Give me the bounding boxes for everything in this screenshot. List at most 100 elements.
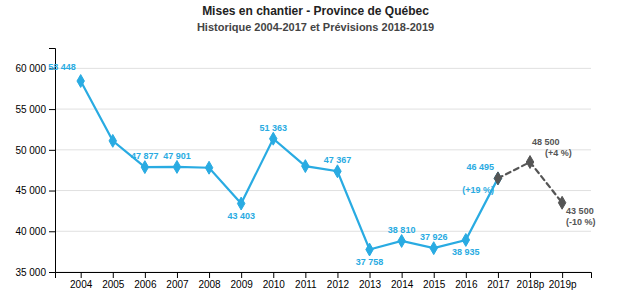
- x-tick: 2015: [423, 272, 446, 290]
- x-tick-label: 2005: [102, 279, 125, 290]
- point: [398, 235, 405, 248]
- annotation: 37 758: [356, 257, 384, 267]
- x-tick-mark: [498, 272, 499, 278]
- point: [494, 172, 501, 185]
- x-tick-mark: [402, 272, 403, 278]
- annotation: 48 500: [532, 137, 560, 147]
- y-tick-mark: [49, 109, 55, 110]
- x-tick-mark: [562, 272, 563, 278]
- point: [173, 160, 180, 173]
- point: [77, 75, 84, 88]
- x-tick: 2019p: [549, 272, 577, 290]
- x-tick-label: 2011: [295, 279, 317, 290]
- y-tick: 45 000: [15, 185, 55, 196]
- y-axis-line: [49, 49, 56, 273]
- x-tick-mark: [113, 272, 114, 278]
- grid-line: [55, 190, 591, 191]
- x-tick-label: 2006: [134, 279, 157, 290]
- x-axis: 2004 2005 2006 2007 2008 2009 2010 2011 2012 2013…: [56, 272, 592, 290]
- y-tick-label: 55 000: [15, 104, 46, 115]
- x-tick: 2006: [134, 272, 157, 290]
- x-tick: 2004: [70, 272, 93, 290]
- grid: [55, 68, 591, 272]
- subtitle: Historique 2004-2017 et Prévisions 2018-…: [197, 21, 434, 33]
- x-tick-label: 2019p: [549, 279, 577, 290]
- y-tick-mark: [49, 272, 55, 273]
- annotations: 58 448 47 877 47 901 43 403 51 363 47 367 37 7…: [48, 62, 595, 267]
- y-tick-label: 60 000: [15, 63, 46, 74]
- x-tick: 2009: [231, 272, 254, 290]
- x-tick-mark: [177, 272, 178, 278]
- x-tick: 2018p: [517, 272, 545, 290]
- point: [205, 161, 212, 174]
- y-tick: 35 000: [15, 267, 55, 278]
- x-tick-label: 2004: [70, 279, 93, 290]
- y-tick-mark: [49, 231, 55, 232]
- x-tick: 2007: [166, 272, 189, 290]
- annotation: 47 367: [324, 155, 352, 165]
- y-tick-mark: [49, 150, 55, 151]
- y-tick: 50 000: [15, 145, 55, 156]
- marks: [77, 75, 566, 256]
- x-tick-label: 2014: [391, 279, 414, 290]
- y-tick-label: 40 000: [15, 226, 46, 237]
- point: [141, 161, 148, 174]
- x-tick-mark: [370, 272, 371, 278]
- x-tick-label: 2018p: [517, 279, 545, 290]
- x-tick: 2005: [102, 272, 125, 290]
- annotation: 37 926: [420, 232, 448, 242]
- x-tick: 2008: [198, 272, 221, 290]
- point: [526, 156, 533, 169]
- x-tick-mark: [530, 272, 531, 278]
- annotation: 38 935: [452, 247, 480, 257]
- y-tick-label: 50 000: [15, 145, 46, 156]
- plot: 2004 2005 2006 2007 2008 2009 2010 2011 2012 2013…: [15, 49, 595, 291]
- y-tick-label: 45 000: [15, 185, 46, 196]
- annotation: 47 901: [163, 151, 191, 161]
- x-tick-label: 2013: [359, 279, 382, 290]
- x-tick-label: 2017: [487, 279, 510, 290]
- grid-line: [55, 231, 591, 232]
- x-tick: 2011: [295, 272, 317, 290]
- x-tick-mark: [273, 272, 274, 278]
- point: [462, 234, 469, 247]
- x-tick-mark: [337, 272, 338, 278]
- grid-line: [55, 109, 591, 110]
- annotation: 43 500: [566, 206, 594, 216]
- x-tick-mark: [466, 272, 467, 278]
- x-tick-mark: [305, 272, 306, 278]
- annotation: 58 448: [48, 62, 76, 72]
- x-axis-line: [56, 273, 592, 279]
- x-tick-mark: [241, 272, 242, 278]
- point: [334, 165, 341, 178]
- annotation: 46 495: [466, 162, 494, 172]
- point: [494, 172, 501, 185]
- grid-line: [55, 68, 591, 69]
- annotation: 43 403: [227, 211, 255, 221]
- x-tick-label: 2007: [166, 279, 189, 290]
- x-tick: 2017: [487, 272, 510, 290]
- y-axis: 35 000 40 000 45 000 50 000 55 000 60 000: [15, 49, 55, 278]
- y-tick: 40 000: [15, 226, 55, 237]
- x-tick: 2010: [263, 272, 286, 290]
- x-tick-label: 2010: [263, 279, 286, 290]
- point: [366, 243, 373, 256]
- x-tick: 2012: [327, 272, 350, 290]
- annotation: 51 363: [259, 123, 287, 133]
- x-tick-label: 2009: [231, 279, 254, 290]
- point: [109, 134, 116, 147]
- point: [302, 160, 309, 173]
- annotation: 47 877: [131, 151, 159, 161]
- annotation: 38 810: [388, 225, 416, 235]
- x-tick-label: 2008: [198, 279, 221, 290]
- point: [430, 242, 437, 255]
- series-line: [81, 81, 498, 250]
- x-tick-label: 2012: [327, 279, 350, 290]
- point: [270, 132, 277, 145]
- title: Mises en chantier - Province de Québec: [202, 4, 429, 18]
- x-tick: 2016: [455, 272, 478, 290]
- point: [237, 197, 244, 210]
- annotation: (+19 %): [462, 185, 494, 195]
- annotation: (-10 %): [566, 217, 596, 227]
- x-tick: 2013: [359, 272, 382, 290]
